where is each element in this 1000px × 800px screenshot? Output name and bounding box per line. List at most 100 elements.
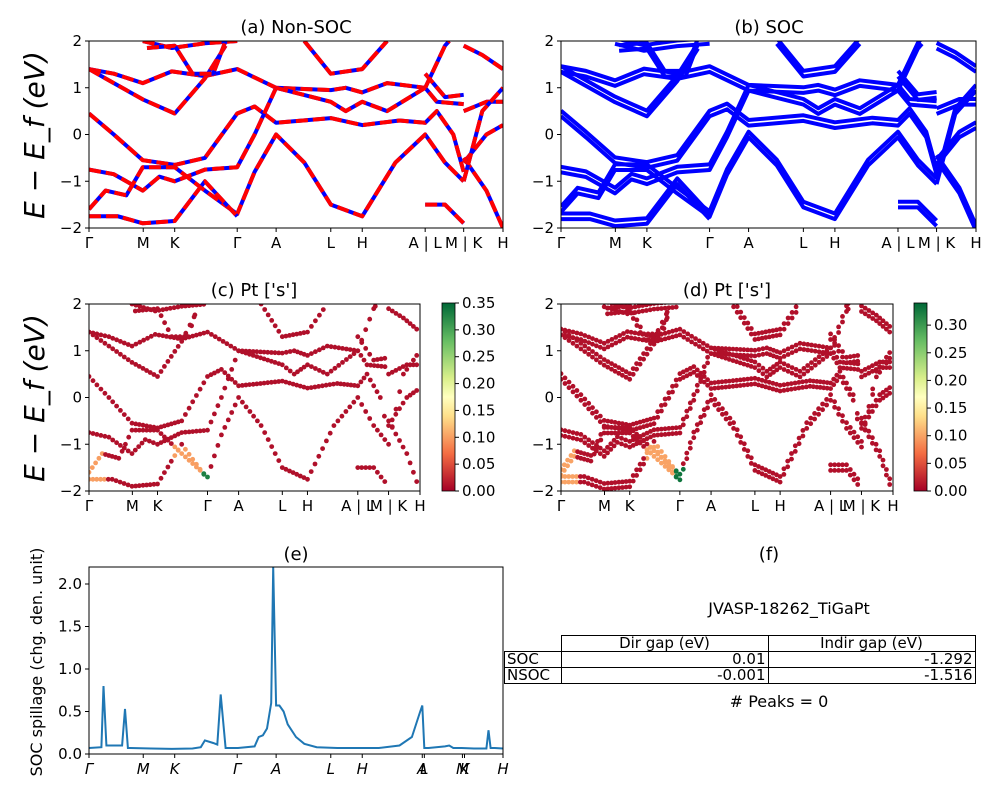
- projection-dot: [701, 379, 707, 385]
- projection-dot: [781, 348, 787, 354]
- projection-dot: [222, 385, 228, 391]
- projection-dot: [411, 357, 416, 363]
- band-spin-up: [89, 86, 278, 193]
- projection-dot: [870, 392, 876, 397]
- projection-dot: [781, 321, 787, 326]
- projection-dot: [848, 366, 854, 372]
- projection-dot: [358, 353, 364, 358]
- projection-dot: [570, 335, 576, 341]
- projection-dot: [151, 427, 157, 433]
- projection-dot: [254, 354, 260, 359]
- projection-dot: [808, 415, 814, 421]
- projection-dot: [719, 379, 725, 385]
- projection-dot: [836, 411, 841, 417]
- projection-dot: [609, 419, 614, 425]
- projection-dot: [677, 477, 683, 483]
- projection-dot: [658, 337, 663, 342]
- projection-dot: [561, 467, 564, 472]
- projection-dot: [126, 434, 132, 440]
- projection-dot: [627, 484, 633, 490]
- projection-dot: [756, 376, 761, 382]
- projection-dot: [378, 474, 384, 480]
- y-tick-label: 0: [72, 389, 82, 407]
- projection-dot: [574, 388, 580, 393]
- projection-dot: [359, 337, 365, 343]
- band-soc: [934, 153, 976, 227]
- projection-dot: [562, 479, 568, 485]
- x-tick-label: M | K: [843, 497, 882, 515]
- projection-dot: [691, 435, 697, 441]
- spillage-line: [88, 566, 504, 750]
- projection-dot: [269, 350, 274, 355]
- projection-dot: [183, 429, 188, 435]
- projection-dot: [197, 304, 203, 308]
- projection-dot: [698, 414, 704, 420]
- projection-dot: [586, 437, 592, 443]
- projection-dot: [601, 481, 607, 486]
- projection-dot: [616, 420, 622, 426]
- projection-dot: [809, 348, 814, 353]
- projection-dot: [670, 425, 675, 431]
- projection-dot: [158, 475, 164, 481]
- projection-dot: [339, 413, 345, 419]
- projection-dot: [258, 381, 263, 386]
- projection-dot: [748, 455, 754, 461]
- projection-dot: [691, 369, 697, 375]
- projection-dot: [824, 348, 830, 354]
- x-tick-label: M | K: [445, 234, 484, 252]
- projection-dot: [374, 389, 380, 395]
- projection-dot: [201, 330, 207, 336]
- projection-dot: [687, 400, 693, 406]
- material-id: JVASP-18262_TiGaPt: [707, 599, 870, 619]
- projection-dot: [801, 347, 807, 352]
- projection-dot: [824, 354, 830, 359]
- projection-dot: [745, 353, 750, 358]
- x-tick-label: A: [233, 497, 244, 515]
- projection-dot: [224, 341, 230, 347]
- projection-dot: [651, 448, 657, 454]
- projection-dot: [620, 479, 625, 485]
- projection-dot: [605, 359, 611, 364]
- projection-dot: [745, 376, 750, 382]
- projection-dot: [589, 482, 595, 488]
- projection-dot: [324, 343, 330, 349]
- projection-dot: [855, 358, 861, 364]
- projection-dot: [644, 441, 650, 447]
- band-soc: [935, 46, 976, 74]
- projection-dot: [594, 409, 599, 415]
- projection-dot: [272, 379, 278, 385]
- projection-dot: [578, 340, 584, 346]
- projection-dot: [837, 368, 843, 374]
- projection-dot: [407, 321, 413, 326]
- projection-dot: [756, 382, 761, 388]
- projection-dot: [601, 486, 607, 491]
- projection-dot: [616, 425, 622, 430]
- projection-dot: [212, 334, 218, 340]
- projection-dot: [222, 370, 228, 376]
- projection-dot: [859, 439, 864, 444]
- projection-dot: [347, 347, 353, 352]
- projection-dot: [870, 409, 875, 414]
- projection-dot: [144, 368, 150, 373]
- projection-dot: [774, 472, 779, 478]
- projection-dot: [574, 474, 579, 479]
- projection-dot: [320, 307, 326, 312]
- projection-dot: [109, 476, 115, 482]
- projection-dot: [836, 324, 841, 330]
- projection-dot: [151, 372, 157, 377]
- projection-dot: [641, 351, 646, 356]
- projection-dot: [133, 483, 139, 489]
- projection-dot: [305, 362, 310, 368]
- projection-dot: [601, 418, 607, 423]
- projection-dot: [186, 457, 192, 463]
- projection-dot: [340, 346, 345, 351]
- projection-dot: [832, 335, 837, 340]
- projection-dot: [400, 444, 406, 450]
- projection-dot: [605, 364, 611, 370]
- projection-dot: [670, 383, 675, 389]
- projection-dot: [194, 428, 199, 434]
- projection-dot: [781, 361, 787, 367]
- projection-dot: [609, 361, 614, 366]
- projection-dot: [616, 485, 622, 491]
- projection-dot: [691, 364, 697, 369]
